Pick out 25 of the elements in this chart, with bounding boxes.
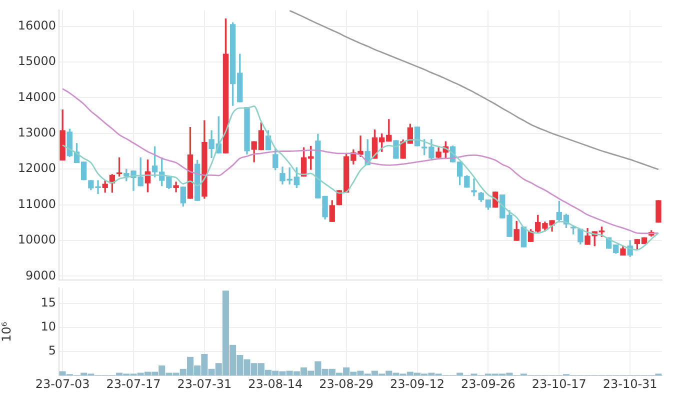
- y-tick-label: 12000: [18, 161, 56, 176]
- x-tick-label: 23-08-14: [248, 376, 303, 391]
- x-tick-label: 23-10-31: [602, 376, 658, 391]
- x-tick-label: 23-07-31: [177, 376, 232, 391]
- y-axis-title: 10⁶: [0, 322, 14, 342]
- candlestick: [393, 140, 399, 159]
- candlestick: [656, 200, 662, 223]
- x-tick-label: 23-09-26: [460, 376, 516, 391]
- x-tick-label: 23-07-17: [106, 376, 161, 391]
- y-tick-label: 15: [40, 296, 56, 310]
- y-tick-label: 11000: [18, 196, 56, 211]
- x-tick-label: 23-08-29: [319, 376, 374, 391]
- line-series: [62, 88, 660, 234]
- y-tick-label: 15000: [18, 54, 56, 68]
- y-tick-label: 9000: [25, 268, 56, 282]
- x-tick-label: 23-10-17: [532, 376, 586, 391]
- y-tick-label: 10: [40, 320, 56, 334]
- y-tick-label: 16000: [18, 18, 56, 32]
- y-tick-label: 13000: [18, 126, 56, 140]
- x-tick-label: 23-07-03: [35, 376, 90, 391]
- line-series: [288, 10, 660, 170]
- y-tick-label: 14000: [18, 90, 56, 104]
- y-tick-label: 5: [48, 344, 56, 358]
- x-tick-label: 23-09-12: [390, 376, 444, 391]
- y-tick-label: 10000: [18, 232, 56, 247]
